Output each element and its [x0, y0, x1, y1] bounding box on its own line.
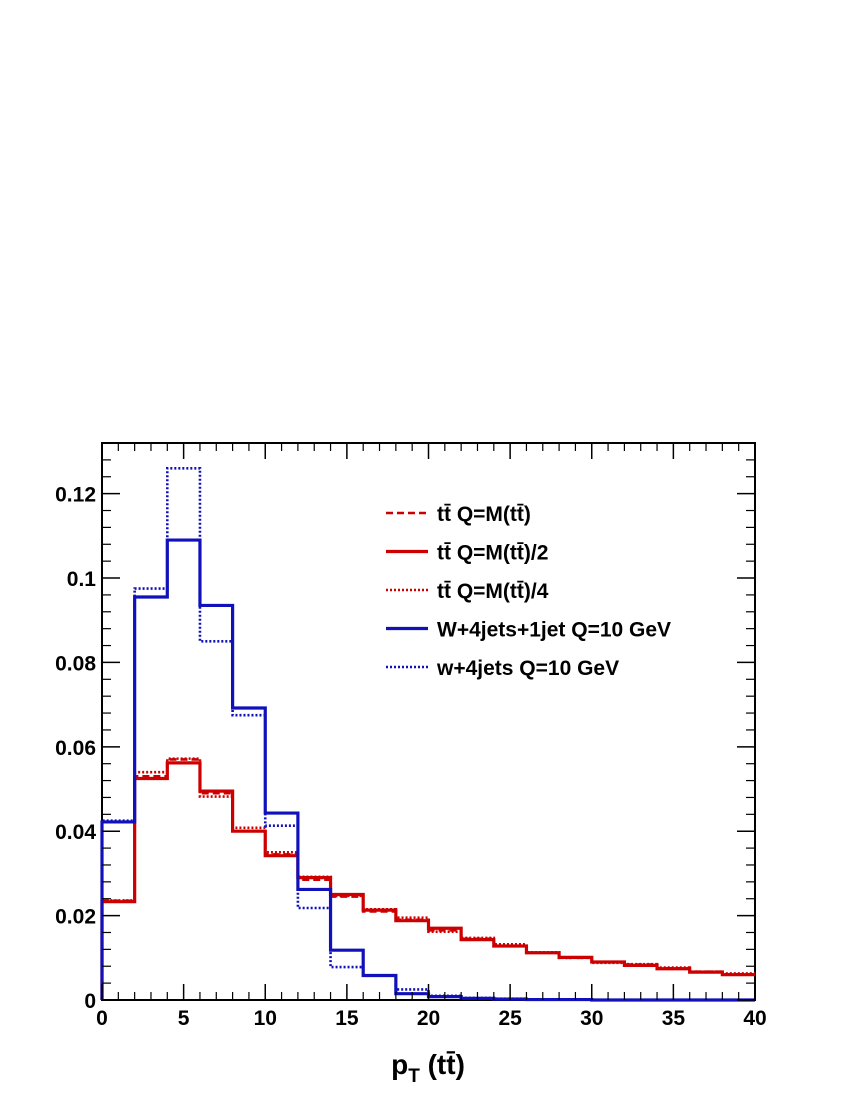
y-tick-label: 0.06	[55, 737, 96, 760]
legend-label-0: tt̄ Q=M(tt̄)	[437, 503, 531, 526]
x-tick-label: 10	[254, 1007, 277, 1030]
legend-label-4: w+4jets Q=10 GeV	[436, 657, 619, 680]
y-tick-label: 0.12	[55, 484, 96, 507]
x-axis-title-rest: (tt̄)	[420, 1049, 465, 1080]
series-line-1	[100, 761, 755, 1000]
x-tick-label: 30	[580, 1007, 603, 1030]
x-tick-label: 5	[178, 1007, 190, 1030]
x-tick-label: 0	[96, 1007, 108, 1030]
x-tick-label: 25	[498, 1007, 522, 1030]
series-layer	[100, 467, 755, 1002]
legend-label-3: W+4jets+1jet Q=10 GeV	[437, 619, 671, 642]
y-tick-label: 0.08	[55, 652, 96, 675]
y-tick-label: 0.1	[67, 568, 97, 591]
y-tick-label: 0.04	[55, 821, 96, 844]
x-axis-title-main: p	[391, 1049, 408, 1080]
x-tick-label: 40	[743, 1007, 766, 1030]
y-tick-label: 0	[84, 990, 96, 1013]
x-tick-label: 15	[335, 1007, 359, 1030]
legend: tt̄ Q=M(tt̄) tt̄ Q=M(tt̄)/2 tt̄ Q=M(tt̄)/4…	[386, 503, 671, 680]
axes-layer: 0 5 10 15 20 25 30 35 40 0 0.02 0.04 0.06 0.08 0.1 0.12	[55, 442, 767, 1030]
x-tick-label: 20	[417, 1007, 440, 1030]
y-tick-label: 0.02	[55, 906, 96, 929]
legend-label-1: tt̄ Q=M(tt̄)/2	[437, 542, 548, 565]
legend-label-2: tt̄ Q=M(tt̄)/4	[437, 580, 549, 603]
x-tick-label: 35	[662, 1007, 686, 1030]
x-axis-title-subscript: T	[408, 1066, 420, 1087]
x-axis-title: pT (tt̄)	[391, 1049, 465, 1087]
